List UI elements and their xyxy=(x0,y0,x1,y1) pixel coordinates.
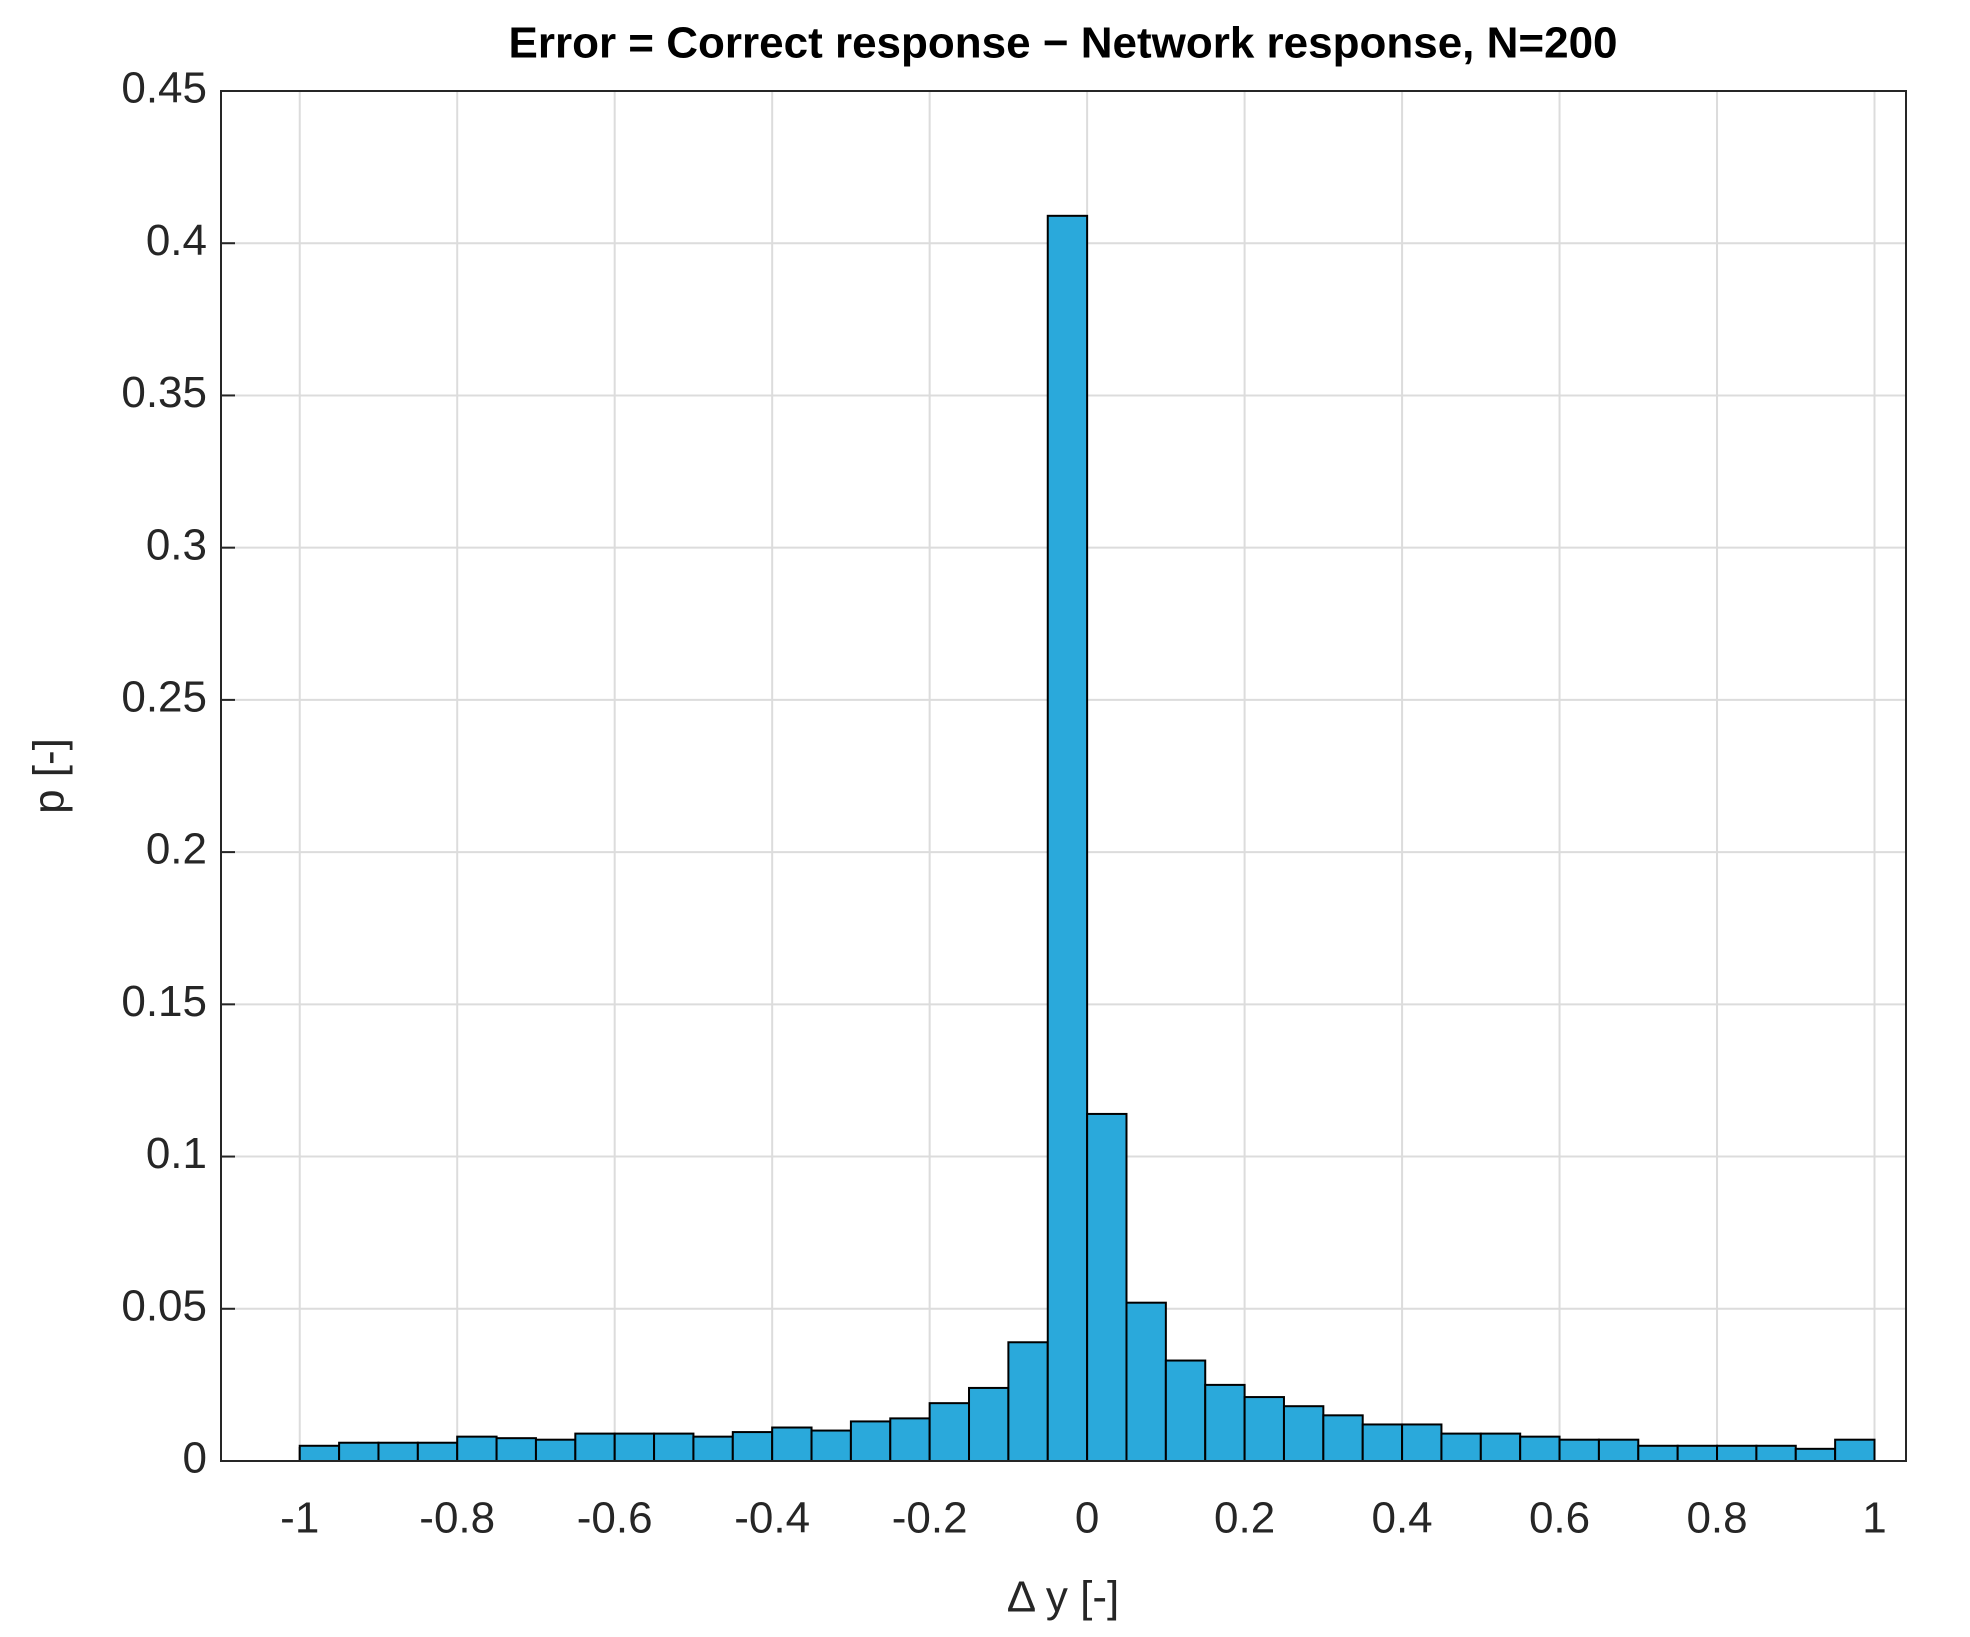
y-axis-label: p [-] xyxy=(25,738,74,814)
bar xyxy=(771,1426,813,1462)
bar xyxy=(1086,1112,1128,1463)
bar xyxy=(1558,1438,1600,1462)
x-tick-label: -1 xyxy=(280,1494,319,1543)
y-tick-label: 0.25 xyxy=(121,673,207,722)
bar xyxy=(1204,1383,1246,1463)
bar xyxy=(1164,1359,1207,1462)
bar xyxy=(574,1432,616,1462)
x-tick-label: -0.4 xyxy=(734,1494,810,1543)
plot-frame xyxy=(220,90,1907,1462)
x-tick-label: 1 xyxy=(1862,1494,1886,1543)
x-axis-label: Δ y [-] xyxy=(1007,1573,1120,1622)
bar xyxy=(1046,214,1089,1462)
y-tick-label: 0.35 xyxy=(121,368,207,417)
y-tick-label: 0.3 xyxy=(146,520,207,569)
bar xyxy=(1282,1405,1325,1462)
bar xyxy=(613,1432,656,1462)
y-tick-label: 0.45 xyxy=(121,64,207,113)
y-tick-label: 0 xyxy=(183,1434,207,1483)
bar xyxy=(1322,1414,1364,1463)
x-tick-label: 0.6 xyxy=(1529,1494,1590,1543)
bar xyxy=(928,1402,971,1462)
bar xyxy=(849,1420,892,1463)
x-tick-label: -0.8 xyxy=(419,1494,495,1543)
bar xyxy=(377,1441,419,1462)
bar xyxy=(1519,1435,1561,1462)
bar xyxy=(1716,1444,1758,1463)
bar xyxy=(534,1438,577,1462)
y-tick-label: 0.4 xyxy=(146,216,207,265)
bar xyxy=(1440,1432,1482,1462)
bar xyxy=(1243,1396,1285,1462)
y-tick-label: 0.1 xyxy=(146,1129,207,1178)
bar xyxy=(810,1429,852,1462)
bar xyxy=(1676,1444,1719,1463)
bar xyxy=(1834,1438,1876,1462)
y-tick-label: 0.2 xyxy=(146,825,207,874)
x-tick-label: 0.8 xyxy=(1686,1494,1747,1543)
bar xyxy=(968,1386,1010,1463)
bar xyxy=(1597,1438,1640,1462)
bar xyxy=(692,1435,734,1462)
x-tick-label: 0.4 xyxy=(1371,1494,1432,1543)
x-tick-label: 0.2 xyxy=(1214,1494,1275,1543)
bar xyxy=(298,1444,341,1463)
bar xyxy=(1401,1423,1443,1463)
bar xyxy=(456,1435,498,1462)
bar xyxy=(1755,1444,1797,1463)
bar xyxy=(495,1437,537,1462)
bar xyxy=(1637,1444,1679,1463)
bar xyxy=(416,1441,459,1462)
x-tick-label: -0.2 xyxy=(892,1494,968,1543)
bar xyxy=(338,1441,380,1462)
bar xyxy=(1479,1432,1522,1462)
chart-title: Error = Correct response − Network respo… xyxy=(508,19,1617,68)
bar xyxy=(1794,1447,1837,1463)
bar xyxy=(653,1432,695,1462)
bar xyxy=(1125,1301,1167,1462)
x-tick-label: -0.6 xyxy=(577,1494,653,1543)
bar xyxy=(1361,1423,1404,1463)
x-tick-label: 0 xyxy=(1075,1494,1099,1543)
bar xyxy=(889,1417,931,1463)
y-tick-label: 0.05 xyxy=(121,1281,207,1330)
bar xyxy=(1007,1341,1049,1463)
y-tick-label: 0.15 xyxy=(121,977,207,1026)
bar xyxy=(731,1431,774,1462)
